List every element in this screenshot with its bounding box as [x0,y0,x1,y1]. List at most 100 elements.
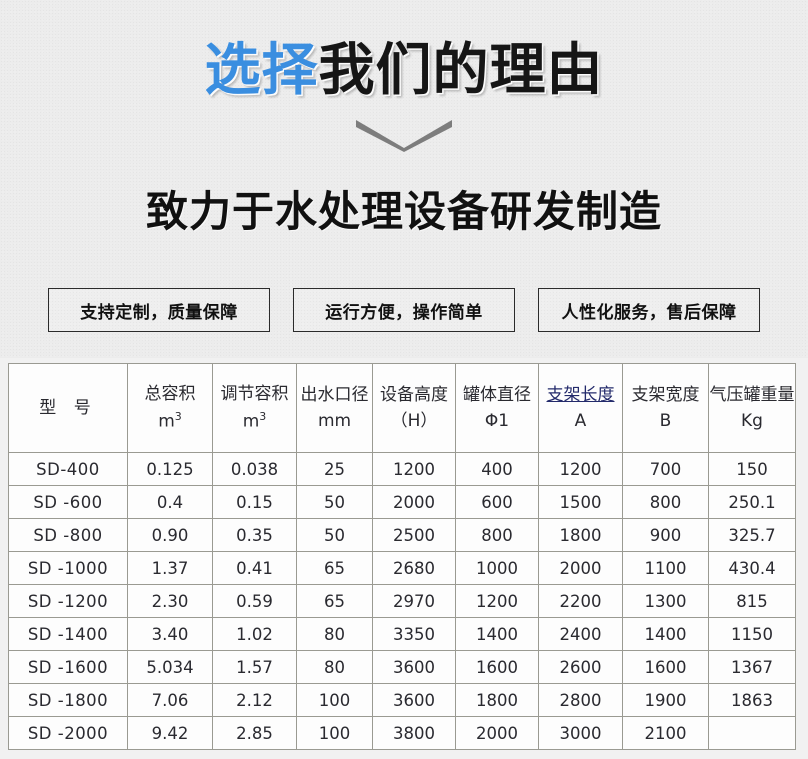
table-cell: 3600 [372,683,456,717]
table-cell: 0.038 [212,452,297,486]
spec-header-title-7: 支架宽度 [631,384,700,405]
spec-header-title-5: 罐体直径 [463,384,531,405]
table-cell: 1200 [455,584,539,618]
table-cell: 1100 [622,551,709,585]
table-cell: 2400 [538,617,623,651]
table-cell: 80 [296,617,373,651]
table-cell-model: SD -1200 [8,584,128,618]
feature-badge-1-label: 支持定制，质量保障 [80,302,238,323]
table-cell: 1150 [708,617,796,651]
table-cell-model: SD -1000 [8,551,128,585]
table-cell: 0.35 [212,518,297,552]
spec-header-title-8: 气压罐重量 [709,384,795,405]
feature-badge-row: 支持定制，质量保障 运行方便，操作简单 人性化服务，售后保障 [48,288,760,332]
table-cell: 0.59 [212,584,297,618]
spec-header-unit-3: mm [317,411,352,431]
table-cell: 50 [296,485,373,519]
spec-table-body: SD-400 0.125 0.038 25 1200 400 1200 700 150 SD -6… [8,452,796,750]
table-cell-model: SD -600 [8,485,128,519]
table-cell: 150 [708,452,796,486]
table-cell: 325.7 [708,518,796,552]
spec-table-section: 型 号总容积 m3 调节容积 m3 出水口径 mm 设备高度 （H） 罐体直径 Φ1 支架长度 A 支架… [0,358,808,759]
table-cell: 2.30 [127,584,213,618]
table-cell: 2100 [622,716,709,750]
spec-header-title-0: 型 号 [39,397,97,418]
table-cell-model: SD -1800 [8,683,128,717]
spec-header-unit-5: Φ1 [484,411,510,431]
table-cell: 250.1 [708,485,796,519]
table-cell: 900 [622,518,709,552]
table-cell: 3600 [372,650,456,684]
table-cell: 0.15 [212,485,297,519]
table-row: SD -1600 5.034 1.57 80 3600 1600 2600 1600 1367 [8,650,796,684]
table-cell: 3350 [372,617,456,651]
table-cell: 1600 [455,650,539,684]
spec-header-unit-6: A [574,411,587,431]
spec-table-header: 型 号总容积 m3 调节容积 m3 出水口径 mm 设备高度 （H） 罐体直径 Φ1 支架长度 A 支架… [8,363,796,453]
feature-badge-1: 支持定制，质量保障 [48,288,270,332]
spec-table-header-row: 型 号总容积 m3 调节容积 m3 出水口径 mm 设备高度 （H） 罐体直径 Φ1 支架长度 A 支架… [8,363,796,453]
table-cell: 3000 [538,716,623,750]
table-row: SD -1800 7.06 2.12 100 3600 1800 2800 1900 1863 [8,683,796,717]
table-cell-model: SD -1600 [8,650,128,684]
table-cell: 50 [296,518,373,552]
table-row: SD -1200 2.30 0.59 65 2970 1200 2200 1300 815 [8,584,796,618]
table-cell: 1200 [538,452,623,486]
table-cell: 25 [296,452,373,486]
table-cell: 3.40 [127,617,213,651]
table-cell-model: SD -2000 [8,716,128,750]
table-cell: 400 [455,452,539,486]
table-cell: 1.37 [127,551,213,585]
spec-header-title-6: 支架长度 [546,384,615,405]
table-cell: 1400 [455,617,539,651]
spec-table-header-cell-5: 罐体直径 Φ1 [455,363,539,453]
spec-table-header-cell-6[interactable]: 支架长度 A [538,363,623,453]
spec-header-title-3: 出水口径 [300,384,369,405]
spec-header-unit-8: Kg [741,411,763,431]
table-cell: 430.4 [708,551,796,585]
table-cell-model: SD -1400 [8,617,128,651]
table-cell: 2000 [455,716,539,750]
table-cell: 0.41 [212,551,297,585]
spec-header-title-1: 总容积 [144,384,196,405]
table-cell: 3800 [372,716,456,750]
table-cell: 65 [296,551,373,585]
spec-table-header-cell-1: 总容积 m3 [127,363,213,453]
table-cell: 2500 [372,518,456,552]
spec-table-header-cell-7: 支架宽度 B [622,363,709,453]
table-cell-selected[interactable] [708,716,796,750]
spec-header-title-4: 设备高度 [380,384,448,405]
table-cell: 2000 [538,551,623,585]
table-cell: 2200 [538,584,623,618]
spec-table-header-cell-2: 调节容积 m3 [212,363,297,453]
table-cell: 700 [622,452,709,486]
table-cell: 1200 [372,452,456,486]
table-row: SD-400 0.125 0.038 25 1200 400 1200 700 150 [8,452,796,486]
feature-badge-2-label: 运行方便，操作简单 [325,302,483,323]
table-cell: 600 [455,485,539,519]
chevron-down-icon [356,120,452,152]
hero-section: 选择我们的理由 致力于水处理设备研发制造 支持定制，质量保障 运行方便，操作简单… [0,0,808,355]
table-cell-model: SD-400 [8,452,128,486]
table-row: SD -1400 3.40 1.02 80 3350 1400 2400 1400 1150 [8,617,796,651]
table-cell: 1863 [708,683,796,717]
feature-badge-3: 人性化服务，售后保障 [538,288,760,332]
table-cell: 815 [708,584,796,618]
table-cell: 1900 [622,683,709,717]
table-cell: 2800 [538,683,623,717]
table-cell: 1300 [622,584,709,618]
table-cell: 1000 [455,551,539,585]
table-cell: 1600 [622,650,709,684]
spec-table: 型 号总容积 m3 调节容积 m3 出水口径 mm 设备高度 （H） 罐体直径 Φ1 支架长度 A 支架… [8,363,796,750]
page-title-accent: 选择 [204,38,319,103]
table-cell: 80 [296,650,373,684]
table-cell: 1800 [455,683,539,717]
table-cell: 800 [455,518,539,552]
table-row: SD -600 0.4 0.15 50 2000 600 1500 800 250.1 [8,485,796,519]
table-cell: 0.125 [127,452,213,486]
table-cell-model: SD -800 [8,518,128,552]
feature-badge-2: 运行方便，操作简单 [293,288,515,332]
table-cell: 100 [296,683,373,717]
spec-table-header-cell-4: 设备高度 （H） [372,363,456,453]
